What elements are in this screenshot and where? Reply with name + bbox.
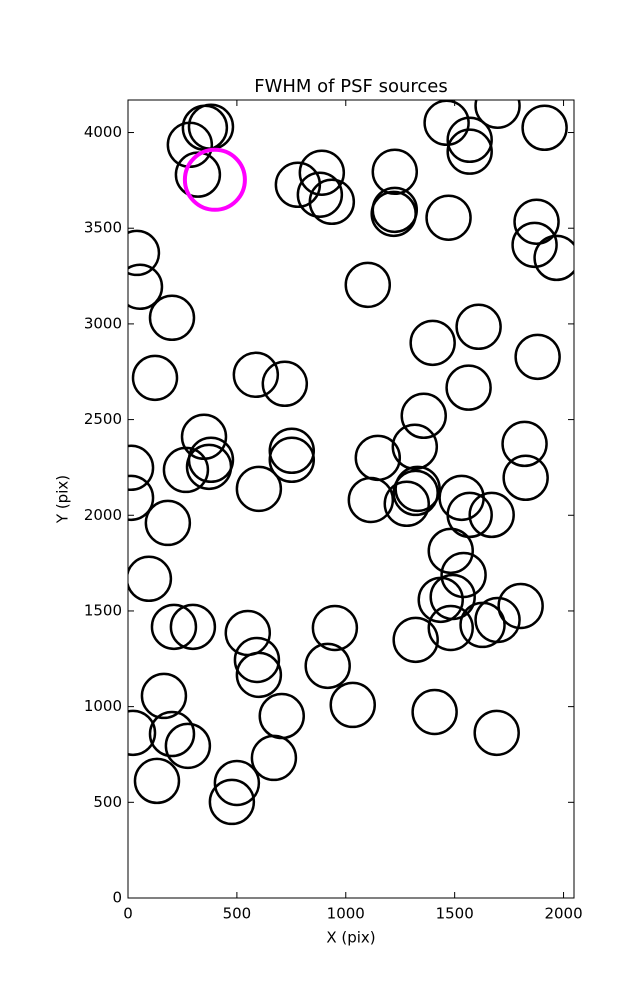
marker xyxy=(468,491,515,539)
marker xyxy=(169,603,217,651)
marker xyxy=(347,476,395,524)
marker xyxy=(511,221,558,269)
x-tick-label: 0 xyxy=(123,905,133,923)
marker xyxy=(148,710,196,758)
y-tick-label: 1000 xyxy=(84,697,122,715)
marker xyxy=(235,651,283,699)
x-tick-label: 2000 xyxy=(544,905,582,923)
y-tick-label: 4000 xyxy=(84,123,122,141)
marker xyxy=(224,609,272,657)
marker xyxy=(133,757,181,805)
marker xyxy=(427,604,474,652)
marker xyxy=(258,692,305,740)
marker xyxy=(409,319,456,367)
marker xyxy=(180,413,228,461)
marker xyxy=(329,681,376,729)
y-tick-label: 3500 xyxy=(84,219,122,237)
x-tick-label: 1500 xyxy=(436,905,474,923)
marker xyxy=(311,604,359,652)
marker xyxy=(429,573,476,621)
marker xyxy=(425,194,472,241)
y-tick-label: 2000 xyxy=(84,506,122,524)
marker xyxy=(370,190,417,238)
marker xyxy=(400,392,447,440)
marker xyxy=(391,423,439,471)
marker xyxy=(354,434,402,482)
marker xyxy=(150,603,198,651)
marker xyxy=(474,100,521,129)
y-tick-label: 3000 xyxy=(84,314,122,332)
marker xyxy=(185,443,233,491)
marker xyxy=(392,469,439,517)
y-axis-label: Y (pix) xyxy=(54,475,72,524)
marker xyxy=(392,616,439,664)
marker xyxy=(268,427,316,475)
marker xyxy=(128,263,164,311)
marker xyxy=(128,474,155,522)
marker xyxy=(521,104,568,151)
marker xyxy=(394,465,441,513)
marker xyxy=(235,465,283,513)
marker xyxy=(501,420,548,468)
marker xyxy=(514,333,561,381)
marker xyxy=(459,601,506,649)
marker xyxy=(144,499,192,547)
marker xyxy=(344,261,392,309)
marker xyxy=(473,709,520,757)
marker xyxy=(446,491,493,539)
marker xyxy=(164,722,212,770)
marker xyxy=(446,116,493,164)
marker xyxy=(128,709,157,757)
marker xyxy=(371,148,419,196)
marker xyxy=(148,294,196,342)
marker xyxy=(446,128,493,175)
marker xyxy=(296,171,344,218)
marker xyxy=(427,527,474,575)
marker xyxy=(131,354,179,402)
marker xyxy=(261,360,309,408)
marker xyxy=(502,454,549,502)
y-tick-label: 2500 xyxy=(84,410,122,428)
marker xyxy=(423,100,470,147)
marker xyxy=(298,149,346,196)
marker xyxy=(497,582,544,630)
marker xyxy=(445,364,492,411)
marker xyxy=(304,642,351,690)
y-tick-label: 0 xyxy=(112,889,122,907)
marker xyxy=(128,555,173,603)
x-tick-label: 1000 xyxy=(327,905,365,923)
marker xyxy=(533,234,574,282)
marker xyxy=(208,778,256,826)
marker xyxy=(268,436,316,484)
marker xyxy=(213,759,261,807)
marker xyxy=(140,672,188,720)
marker xyxy=(308,178,356,226)
marker xyxy=(250,734,298,782)
marker xyxy=(233,636,281,684)
x-axis-label: X (pix) xyxy=(326,929,375,947)
marker xyxy=(455,303,502,351)
marker xyxy=(162,446,210,494)
marker xyxy=(383,480,430,528)
marker xyxy=(128,444,155,492)
marker xyxy=(128,229,161,277)
marker xyxy=(232,351,280,399)
marker xyxy=(513,198,560,245)
marker xyxy=(411,688,458,736)
marker xyxy=(182,147,247,212)
x-tick-label: 500 xyxy=(223,905,252,923)
y-tick-label: 1500 xyxy=(84,601,122,619)
y-tick-label: 500 xyxy=(93,793,122,811)
chart-title: FWHM of PSF sources xyxy=(254,76,448,97)
plot-frame xyxy=(127,99,575,899)
marker xyxy=(174,151,222,198)
